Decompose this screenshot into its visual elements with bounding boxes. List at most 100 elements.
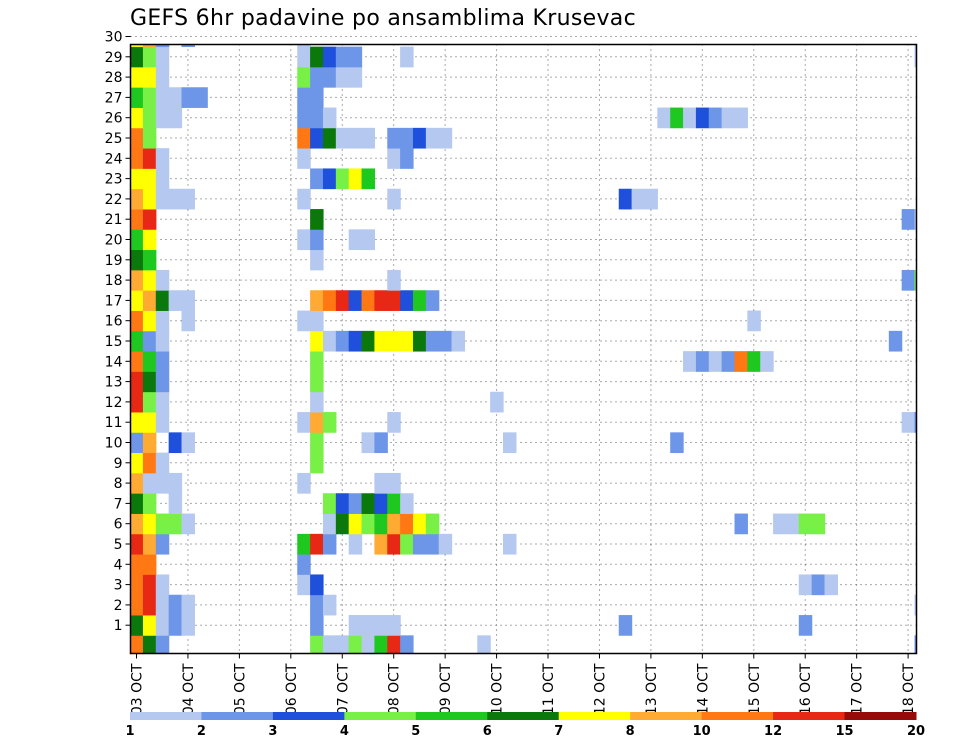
- precip-cell: [142, 412, 157, 433]
- y-tick-label: 3: [114, 578, 123, 594]
- precip-cell: [181, 615, 195, 636]
- y-tick-label: 4: [114, 557, 123, 573]
- colorbar-label: 15: [835, 724, 853, 739]
- precip-cell: [142, 269, 157, 291]
- precip-cell: [451, 330, 466, 352]
- precip-cell: [901, 209, 916, 230]
- precip-cell: [400, 533, 414, 555]
- precip-cell: [130, 391, 144, 413]
- colorbar-swatch: [272, 712, 345, 720]
- precip-cell: [297, 188, 311, 210]
- precip-cell: [400, 330, 414, 352]
- precip-cell: [644, 188, 658, 210]
- precip-cell: [130, 310, 144, 332]
- precip-cell: [400, 148, 414, 169]
- precip-cell: [297, 46, 311, 68]
- precip-cell: [387, 493, 401, 514]
- precip-cell: [297, 472, 311, 494]
- precip-cell: [374, 635, 388, 654]
- precip-cell: [181, 188, 195, 210]
- precip-cell: [824, 574, 838, 596]
- x-tick-label: 18 OCT: [901, 663, 917, 715]
- precip-cell: [194, 87, 208, 108]
- precip-cell: [387, 127, 401, 149]
- precip-cell: [387, 412, 401, 433]
- precip-cell: [348, 330, 363, 352]
- precip-cell: [657, 107, 671, 129]
- precip-cell: [297, 44, 311, 48]
- precip-cell: [155, 310, 170, 332]
- y-tick-label: 26: [105, 111, 123, 127]
- precip-cell: [335, 330, 350, 352]
- colorbar-swatch: [773, 712, 846, 720]
- colorbar-label: 2: [197, 724, 206, 739]
- precip-cell: [142, 310, 157, 332]
- y-tick-label: 23: [105, 172, 123, 188]
- precip-cell: [155, 46, 170, 68]
- y-tick-label: 8: [114, 476, 123, 492]
- precip-cell: [168, 472, 183, 494]
- precip-cell: [734, 107, 748, 129]
- precip-cell: [914, 635, 917, 654]
- grid-layer: [130, 36, 917, 654]
- precip-cell: [374, 432, 388, 454]
- precip-cell: [798, 615, 813, 636]
- colorbar-swatch: [344, 712, 417, 720]
- precip-cell: [142, 66, 157, 88]
- precip-cell: [361, 432, 376, 454]
- precip-cell: [130, 493, 144, 514]
- precip-cell: [181, 87, 195, 108]
- precip-cell: [155, 44, 170, 48]
- precip-cell: [374, 472, 388, 494]
- precip-cell: [155, 371, 170, 393]
- precip-cell: [387, 269, 401, 291]
- y-tick-label: 21: [105, 212, 123, 228]
- precip-cell: [155, 351, 170, 372]
- precip-cell: [670, 432, 684, 454]
- precip-cell: [425, 513, 440, 535]
- precip-cell: [310, 46, 324, 68]
- plot-frame: [129, 43, 918, 655]
- precip-cell: [798, 574, 813, 596]
- precip-cell: [155, 574, 170, 596]
- precip-cell: [310, 249, 324, 271]
- precip-cell: [181, 310, 195, 332]
- colorbar-label: 8: [626, 724, 635, 739]
- precip-cell: [914, 44, 917, 48]
- precip-cell: [631, 188, 646, 210]
- precip-cell: [374, 290, 388, 311]
- precip-cell: [130, 574, 144, 596]
- precip-cell: [310, 635, 324, 654]
- precip-cell: [130, 351, 144, 372]
- x-tick-label: 08 OCT: [387, 663, 403, 715]
- precip-cell: [361, 330, 376, 352]
- precip-cell: [181, 432, 195, 454]
- precip-cell: [335, 168, 350, 190]
- precip-cell: [297, 127, 311, 149]
- precip-cell: [142, 371, 157, 393]
- y-tick-label: 11: [105, 415, 123, 431]
- colorbar-swatch: [487, 712, 560, 720]
- precip-cell: [142, 554, 157, 575]
- precip-cell: [130, 615, 144, 636]
- precip-cell: [914, 269, 917, 291]
- precip-cell: [387, 290, 401, 311]
- y-tick-label: 12: [105, 395, 123, 411]
- precip-cell: [400, 127, 414, 149]
- colorbar-swatch: [415, 712, 488, 720]
- precip-cell: [425, 330, 440, 352]
- precip-cell: [785, 513, 800, 535]
- precip-cell: [142, 229, 157, 251]
- x-tick-label: 16 OCT: [798, 663, 814, 715]
- precip-cell: [142, 290, 157, 311]
- colorbar-label: 20: [907, 724, 925, 739]
- precip-cell: [130, 330, 144, 352]
- precip-cell: [310, 229, 324, 251]
- precip-cell: [155, 412, 170, 433]
- precip-cell: [683, 107, 697, 129]
- x-tick-label: 04 OCT: [181, 663, 197, 715]
- y-tick-label: 20: [105, 233, 123, 249]
- precip-cell: [168, 290, 183, 311]
- precip-cell: [155, 452, 170, 474]
- precip-cell: [181, 290, 195, 311]
